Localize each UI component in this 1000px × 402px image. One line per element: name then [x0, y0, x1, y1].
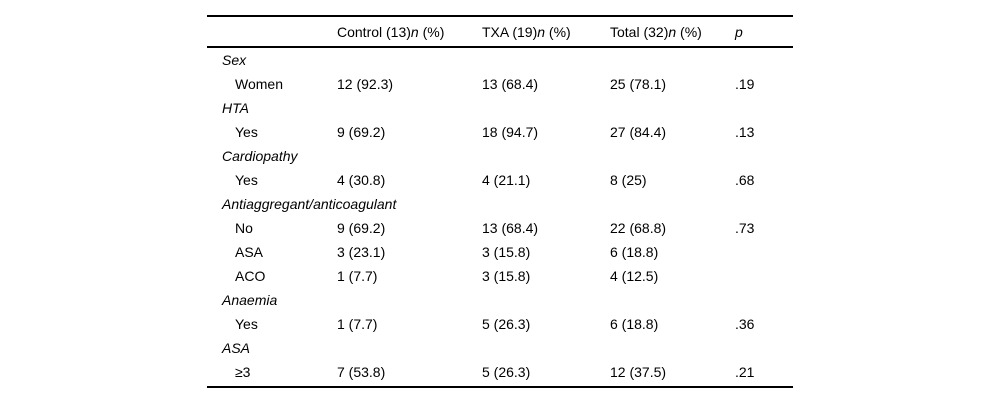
table-header-row: Control (13)n (%) TXA (19)n (%) Total (3… [207, 17, 793, 46]
category-label: Anaemia [222, 292, 278, 308]
cell-total: 8 (25) [610, 172, 647, 188]
table-row-category-sex: Sex [207, 48, 793, 72]
header-control-n: n [410, 23, 419, 40]
cell-txa: 5 (26.3) [482, 364, 531, 380]
cell-control: 9 (69.2) [337, 220, 386, 236]
table-row-antiaggregant-asa: ASA 3 (23.1) 3 (15.8) 6 (18.8) [207, 240, 793, 264]
cell-control: 7 (53.8) [337, 364, 386, 380]
cell-txa: 5 (26.3) [482, 316, 531, 332]
cell-p: .21 [735, 364, 755, 380]
cell-txa: 13 (68.4) [482, 220, 539, 236]
header-control-suffix: (%) [418, 23, 445, 40]
header-control-main: Control (13) [337, 23, 411, 40]
row-label: Yes [235, 124, 258, 140]
table-row-category-hta: HTA [207, 96, 793, 120]
table-row-category-antiaggregant: Antiaggregant/anticoagulant [207, 192, 793, 216]
cell-total: 22 (68.8) [610, 220, 667, 236]
cell-total: 6 (18.8) [610, 244, 659, 260]
cell-control: 4 (30.8) [337, 172, 386, 188]
category-label: Cardiopathy [222, 148, 298, 164]
cell-control: 1 (7.7) [337, 316, 378, 332]
header-txa-n: n [537, 23, 546, 40]
cell-total: 12 (37.5) [610, 364, 667, 380]
header-control: Control (13)n (%) [337, 25, 482, 39]
cell-control: 12 (92.3) [337, 76, 394, 92]
header-total-main: Total (32) [610, 23, 669, 40]
row-label: Yes [235, 172, 258, 188]
header-total-suffix: (%) [676, 23, 702, 40]
header-txa-suffix: (%) [545, 23, 571, 40]
table-bottom-rule [207, 386, 793, 388]
cell-txa: 3 (15.8) [482, 244, 531, 260]
table-row-cardiopathy-yes: Yes 4 (30.8) 4 (21.1) 8 (25) .68 [207, 168, 793, 192]
cell-p: .19 [735, 76, 755, 92]
cell-txa: 3 (15.8) [482, 268, 531, 284]
table-body: Sex Women 12 (92.3) 13 (68.4) 25 (78.1) … [207, 48, 793, 386]
cell-p: .13 [735, 124, 755, 140]
row-label: ASA [235, 244, 264, 260]
header-txa: TXA (19)n (%) [482, 25, 610, 39]
cell-control: 1 (7.7) [337, 268, 378, 284]
table-row-antiaggregant-no: No 9 (69.2) 13 (68.4) 22 (68.8) .73 [207, 216, 793, 240]
category-label: ASA [222, 340, 251, 356]
row-label: Women [235, 76, 283, 92]
table-row-category-anaemia: Anaemia [207, 288, 793, 312]
row-label: ≥3 [235, 364, 251, 380]
table-row-anaemia-yes: Yes 1 (7.7) 5 (26.3) 6 (18.8) .36 [207, 312, 793, 336]
table-header-rule [207, 46, 793, 48]
table-top-rule [207, 15, 793, 17]
cell-control: 9 (69.2) [337, 124, 386, 140]
row-label: No [235, 220, 253, 236]
cell-txa: 4 (21.1) [482, 172, 531, 188]
category-label: Sex [222, 52, 247, 68]
cell-total: 27 (84.4) [610, 124, 667, 140]
cell-p: .36 [735, 316, 755, 332]
header-p: p [735, 23, 743, 40]
table-row-hta-yes: Yes 9 (69.2) 18 (94.7) 27 (84.4) .13 [207, 120, 793, 144]
baseline-characteristics-table: Control (13)n (%) TXA (19)n (%) Total (3… [207, 15, 793, 388]
table-row-women: Women 12 (92.3) 13 (68.4) 25 (78.1) .19 [207, 72, 793, 96]
cell-txa: 13 (68.4) [482, 76, 539, 92]
cell-txa: 18 (94.7) [482, 124, 539, 140]
cell-control: 3 (23.1) [337, 244, 386, 260]
cell-total: 6 (18.8) [610, 316, 659, 332]
header-txa-main: TXA (19) [482, 23, 538, 40]
cell-p: .73 [735, 220, 755, 236]
table-row-category-cardiopathy: Cardiopathy [207, 144, 793, 168]
row-label: Yes [235, 316, 258, 332]
category-label: Antiaggregant/anticoagulant [222, 196, 397, 212]
table-row-category-asa: ASA [207, 336, 793, 360]
category-label: HTA [222, 100, 249, 116]
table-row-antiaggregant-aco: ACO 1 (7.7) 3 (15.8) 4 (12.5) [207, 264, 793, 288]
header-total-n: n [668, 23, 677, 40]
table-row-asa-ge3: ≥3 7 (53.8) 5 (26.3) 12 (37.5) .21 [207, 360, 793, 384]
cell-total: 4 (12.5) [610, 268, 659, 284]
header-total: Total (32)n (%) [610, 25, 735, 39]
cell-p: .68 [735, 172, 755, 188]
cell-total: 25 (78.1) [610, 76, 667, 92]
row-label: ACO [235, 268, 266, 284]
